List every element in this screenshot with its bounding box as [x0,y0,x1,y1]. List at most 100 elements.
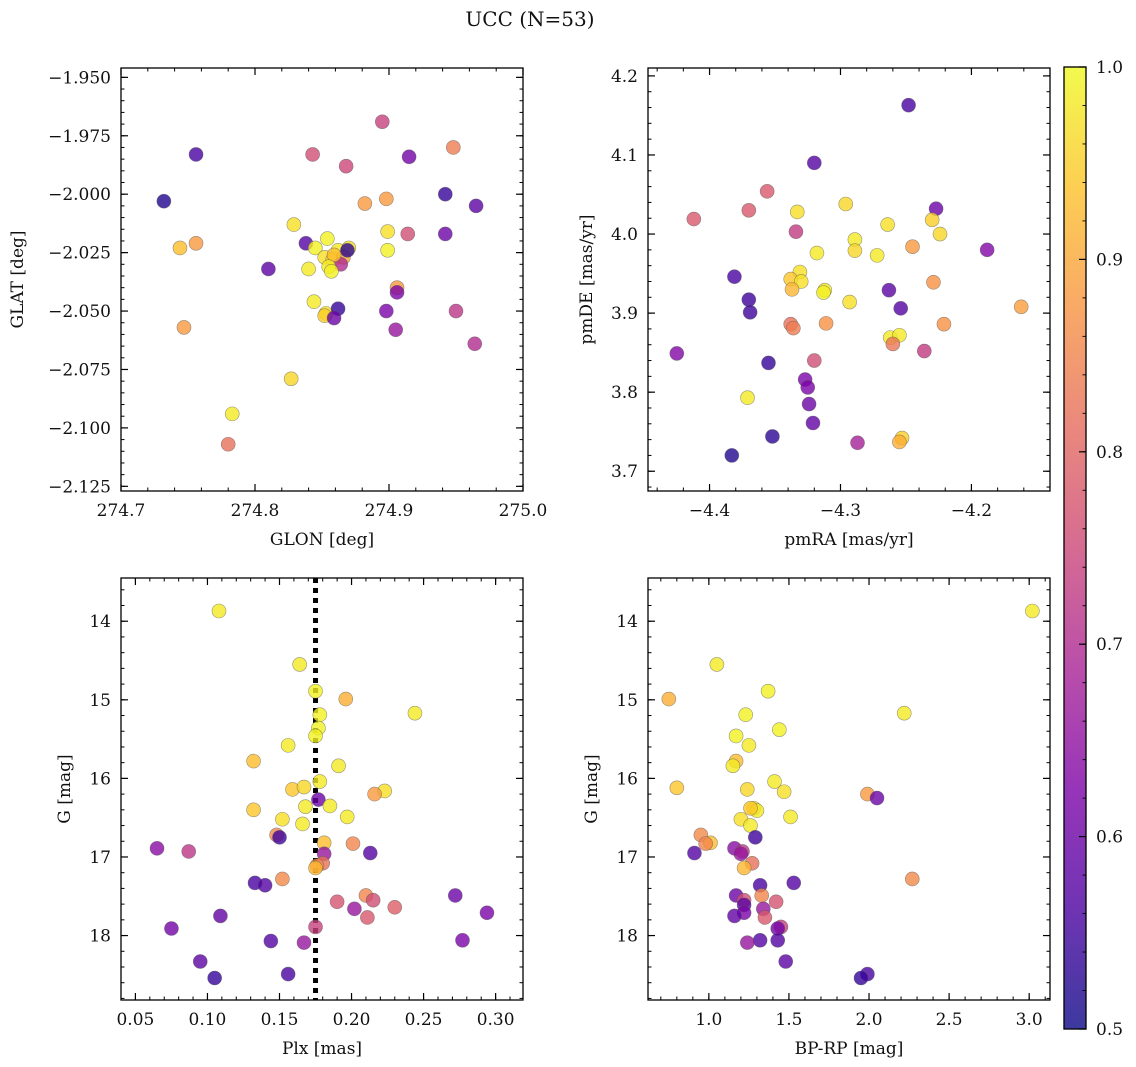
x-axis-label: BP-RP [mag] [795,1039,904,1059]
data-point [220,436,236,452]
data-point [752,932,768,948]
data-point [739,935,755,950]
data-point [770,932,786,948]
data-point [727,908,742,924]
axes-frame [120,67,524,492]
data-point [387,899,403,915]
data-point [380,224,395,239]
data-point [224,406,240,422]
data-point [669,346,685,361]
y-tick-label: 3.9 [611,304,638,324]
data-point [324,264,339,279]
data-point [869,790,885,806]
data-point [936,316,952,332]
axes-frame [120,577,524,1001]
data-point [805,415,821,431]
data-point [149,841,165,856]
x-tick-label: −4.4 [689,501,730,521]
data-point [388,322,404,338]
data-point [772,722,787,737]
y-tick-label: 15 [89,691,111,711]
data-point [905,239,920,254]
y-tick-label: 16 [616,769,638,789]
data-point [468,198,484,214]
data-point [687,845,702,861]
data-point [738,707,753,723]
data-point [709,657,725,672]
data-point [786,875,802,891]
colorbar-tick-label: 0.9 [1096,250,1123,270]
colorbar-tick-label: 0.5 [1096,1020,1123,1040]
data-point [724,448,740,463]
data-point [308,860,323,876]
colorbar-tick-label: 0.6 [1096,828,1123,848]
y-axis-label: GLAT [deg] [8,230,28,328]
data-point [904,871,920,887]
data-point [896,705,912,721]
data-point [786,320,801,336]
data-point [295,816,310,832]
data-point [379,303,394,319]
data-point [850,435,865,451]
data-point [164,921,179,936]
data-point [783,809,798,825]
y-axis-label: pmDE [mas/yr] [577,214,597,344]
y-tick-label: 18 [89,927,111,947]
data-point [326,310,342,326]
panel-pmra-pmde: −4.4 −4.3 −4.2 3.7 3.8 3.9 4.0 4.1 4.2 pmRA [mas/… [577,67,1051,550]
data-point [784,282,800,297]
y-tick-label: 3.7 [611,462,638,482]
figure-title: UCC (N=53) [465,7,594,31]
y-tick-label: 16 [89,769,111,789]
data-point [448,303,464,319]
data-point [768,894,784,910]
y-tick-label: −1.975 [48,127,111,147]
x-axis-label: pmRA [mas/yr] [784,530,913,550]
data-point [437,186,453,202]
data-point [181,844,197,859]
data-point [305,147,320,162]
data-point [686,211,702,227]
data-point [188,235,204,251]
data-point [308,683,323,699]
data-point [280,738,296,753]
data-point [207,970,222,986]
data-point [979,242,995,258]
data-point [847,243,863,258]
y-tick-label: 14 [616,612,638,632]
data-point [211,603,227,619]
data-point [669,780,685,796]
data-point [788,224,804,239]
data-point [733,846,749,862]
data-point [455,932,470,948]
x-tick-label: 274.7 [97,501,146,521]
data-point [246,802,261,818]
data-point [331,758,346,774]
data-point [801,396,817,412]
data-point [283,371,299,387]
colorbar-gradient [1063,66,1087,1030]
data-point [698,836,713,851]
y-tick-label: 14 [89,612,111,632]
data-point [437,226,453,242]
data-point [479,905,495,921]
axes-frame [647,67,1051,492]
x-tick-label: 1.0 [695,1010,722,1030]
y-tick-label: 4.0 [611,225,638,245]
data-point [741,738,757,753]
data-point [881,282,897,298]
y-tick-label: 4.2 [611,67,638,87]
data-point [176,320,192,335]
scatter-points [156,114,484,452]
data-point [754,888,770,903]
data-point [741,292,757,307]
data-point [880,217,895,232]
data-point [362,845,378,861]
data-point [339,809,355,825]
x-tick-label: 0.20 [333,1010,371,1030]
data-point [748,830,763,845]
data-point [307,240,323,256]
y-axis-label: G [mag] [55,754,75,823]
data-point [661,691,677,707]
data-point [1025,603,1040,619]
